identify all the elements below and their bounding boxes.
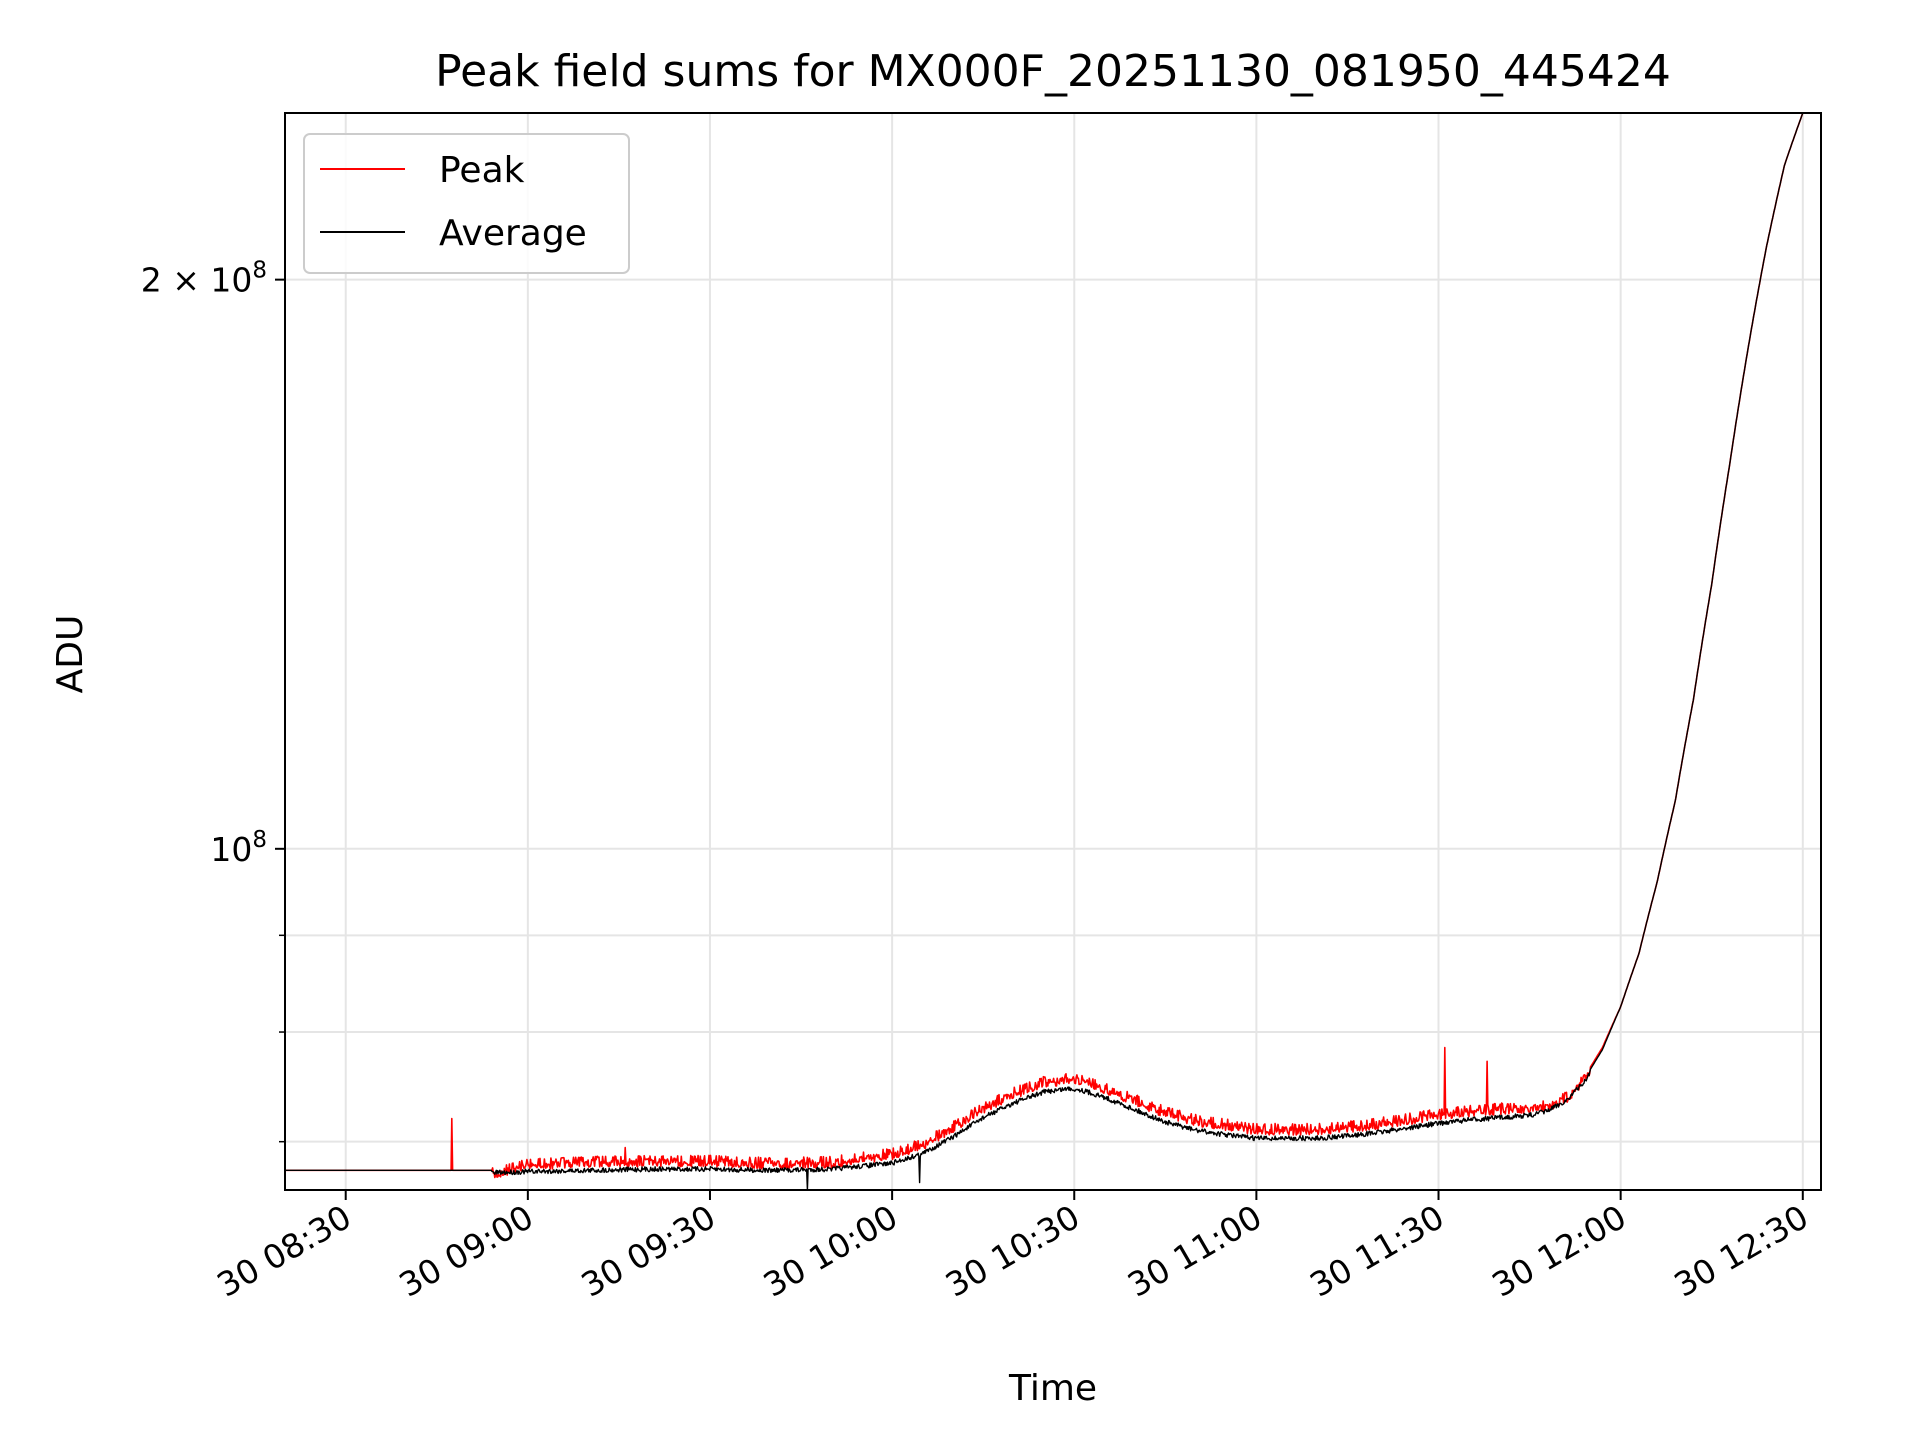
plot-area-background xyxy=(285,113,1821,1190)
x-axis-label: Time xyxy=(1008,1368,1097,1409)
y-tick-label: 2 × 108 xyxy=(141,258,267,300)
y-tick-label: 108 xyxy=(210,827,267,869)
legend-label-average: Average xyxy=(439,213,587,254)
series-line-average xyxy=(285,113,1821,1190)
grid-lines xyxy=(285,113,1821,1190)
y-axis-label: ADU xyxy=(50,615,91,694)
series-lines xyxy=(285,113,1821,1190)
series-line-peak xyxy=(285,113,1821,1179)
legend-label-peak: Peak xyxy=(439,150,525,191)
legend: Peak Average xyxy=(303,133,630,274)
plot-frame xyxy=(284,112,1822,1191)
chart-title: Peak field sums for MX000F_20251130_0819… xyxy=(435,46,1671,97)
